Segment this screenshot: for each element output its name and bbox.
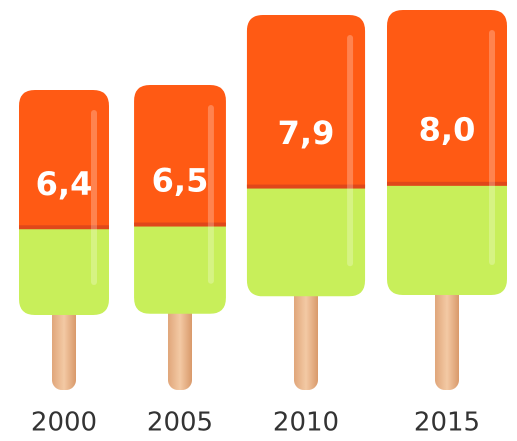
popsicle-body bbox=[134, 85, 226, 225]
value-label: 6,5 bbox=[152, 162, 209, 200]
divider bbox=[387, 181, 507, 186]
popsicle-body bbox=[246, 15, 366, 187]
stick bbox=[168, 303, 192, 390]
divider bbox=[19, 225, 109, 230]
stick bbox=[435, 285, 459, 390]
value-label: 7,9 bbox=[278, 114, 335, 152]
highlight bbox=[207, 105, 214, 284]
highlight bbox=[91, 110, 97, 285]
x-tick-label: 2010 bbox=[273, 408, 339, 438]
value-label: 6,4 bbox=[36, 165, 93, 203]
popsicle-body bbox=[19, 90, 109, 228]
popsicle-bottom bbox=[387, 183, 507, 295]
highlight bbox=[347, 35, 354, 267]
popsicle-bottom bbox=[134, 224, 226, 314]
divider bbox=[134, 222, 226, 227]
stick bbox=[294, 286, 318, 390]
value-label: 8,0 bbox=[419, 111, 476, 149]
popsicle-bottom bbox=[246, 186, 366, 297]
popsicle-body bbox=[387, 10, 507, 184]
divider bbox=[246, 184, 366, 189]
x-tick-label: 2005 bbox=[147, 408, 213, 438]
x-tick-label: 2000 bbox=[31, 408, 97, 438]
stick bbox=[52, 305, 76, 390]
highlight bbox=[489, 30, 495, 265]
x-tick-label: 2015 bbox=[414, 408, 480, 438]
popsicle-bottom bbox=[19, 227, 109, 315]
